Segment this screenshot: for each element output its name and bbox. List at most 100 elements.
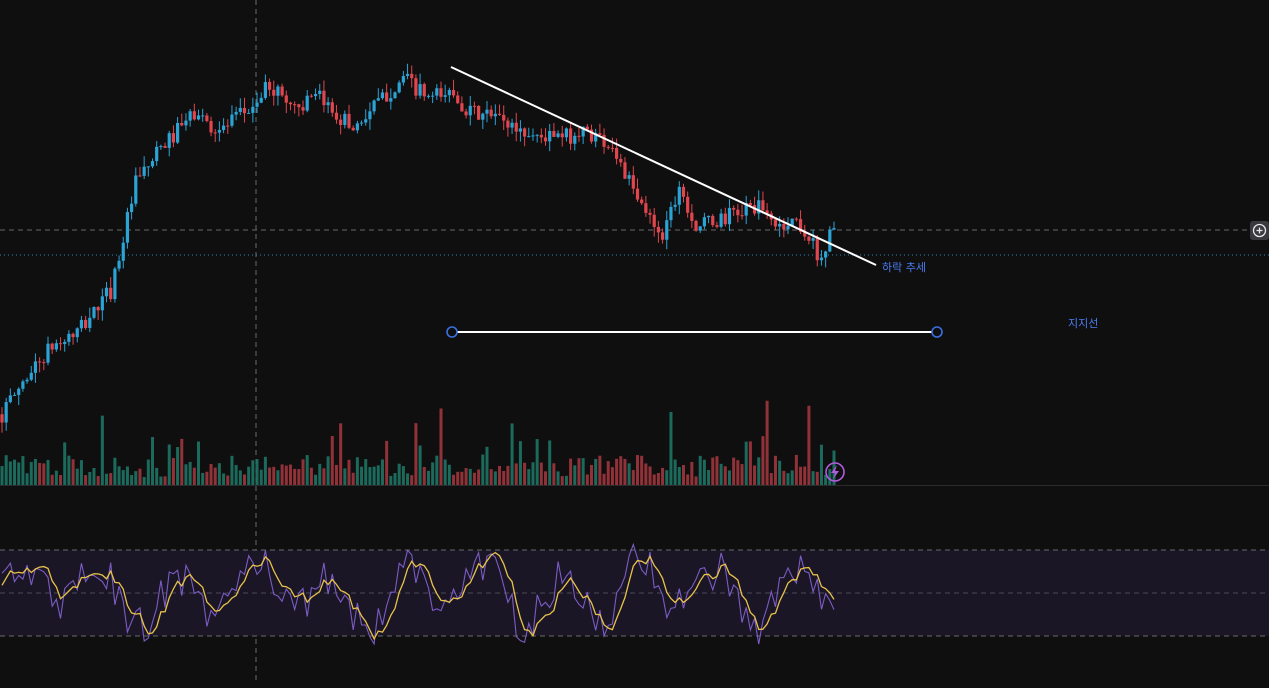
candle xyxy=(272,89,276,96)
candle xyxy=(598,133,602,135)
volume-bar xyxy=(606,461,610,485)
volume-bar xyxy=(121,470,125,485)
candle xyxy=(702,217,706,227)
candle xyxy=(732,207,736,210)
volume-bar xyxy=(627,463,631,485)
volume-bar xyxy=(380,459,384,485)
volume-bar xyxy=(142,476,146,485)
candle xyxy=(58,343,63,345)
candle xyxy=(180,122,184,126)
candle xyxy=(159,145,163,147)
volume-bar xyxy=(418,445,422,485)
volume-bar xyxy=(493,471,497,485)
candle xyxy=(125,212,130,243)
volume-bar xyxy=(681,464,685,485)
candle xyxy=(497,113,502,115)
volume-bar xyxy=(489,469,493,485)
candle xyxy=(669,206,673,221)
candle xyxy=(167,133,171,148)
oscillator-pane xyxy=(1,542,835,646)
candle xyxy=(510,122,514,128)
candle xyxy=(443,95,447,97)
add-price-alert-button[interactable] xyxy=(1250,221,1269,240)
volume-bar xyxy=(422,467,426,485)
candle xyxy=(740,215,744,217)
volume-bar xyxy=(794,454,798,485)
candle xyxy=(426,95,431,97)
candle xyxy=(364,119,368,123)
candle xyxy=(518,128,523,132)
volume-bar xyxy=(406,473,410,485)
volume-bar xyxy=(272,466,276,485)
candle xyxy=(803,231,807,237)
lightning-icon-bolt xyxy=(831,465,839,479)
candle xyxy=(686,196,690,213)
volume-bar xyxy=(334,464,338,485)
candle xyxy=(619,158,623,163)
volume-bar xyxy=(456,471,460,485)
candle xyxy=(414,78,418,96)
candle xyxy=(293,104,297,106)
volume-bar xyxy=(677,466,681,485)
volume-bar xyxy=(581,458,585,485)
volume-bar xyxy=(226,475,230,485)
candle xyxy=(8,395,12,403)
volume-bar xyxy=(301,459,305,485)
volume-bar xyxy=(727,470,731,485)
candle xyxy=(727,207,732,225)
volume-bar xyxy=(548,440,552,485)
candle xyxy=(681,186,686,197)
volume-bar xyxy=(619,456,623,485)
candle xyxy=(234,111,238,115)
volume-bar xyxy=(125,466,129,485)
candle xyxy=(690,212,694,221)
volume-bar xyxy=(238,470,242,485)
volume-bar xyxy=(514,463,518,485)
volume-bar xyxy=(297,469,301,485)
volume-bar xyxy=(92,468,96,485)
candle xyxy=(451,89,456,96)
volume-bar xyxy=(201,472,205,485)
candle xyxy=(610,147,615,149)
support-line-handle-left xyxy=(446,326,458,338)
volume-bar xyxy=(590,464,594,485)
volume-bar xyxy=(192,467,196,485)
candle xyxy=(385,92,389,102)
volume-bar xyxy=(690,461,694,485)
volume-pane xyxy=(0,400,845,485)
candle xyxy=(163,145,167,148)
volume-bar xyxy=(25,473,29,485)
support-line-label: 지지선 xyxy=(1068,317,1098,330)
candle xyxy=(355,123,359,131)
candle xyxy=(339,119,343,125)
candle xyxy=(393,92,397,99)
candle xyxy=(247,112,251,114)
volume-bar xyxy=(84,475,88,485)
candle xyxy=(146,166,150,168)
volume-bar xyxy=(748,441,752,485)
candle xyxy=(96,307,100,311)
candle xyxy=(138,175,142,177)
candle xyxy=(117,260,121,269)
candle xyxy=(773,219,778,227)
candle xyxy=(602,134,606,147)
candle xyxy=(815,238,819,261)
candle xyxy=(92,307,96,318)
volume-bar xyxy=(594,458,598,485)
candle xyxy=(706,215,711,218)
volume-bar xyxy=(38,462,42,485)
volume-bar xyxy=(431,462,435,485)
candle xyxy=(477,105,481,120)
candle xyxy=(376,98,380,101)
volume-bar xyxy=(585,474,589,485)
candle xyxy=(288,102,293,105)
volume-bar xyxy=(573,465,577,485)
volume-bar xyxy=(502,470,506,485)
volume-bar xyxy=(539,462,543,485)
volume-bar xyxy=(146,459,150,485)
candle xyxy=(786,225,790,230)
candle xyxy=(205,115,209,122)
